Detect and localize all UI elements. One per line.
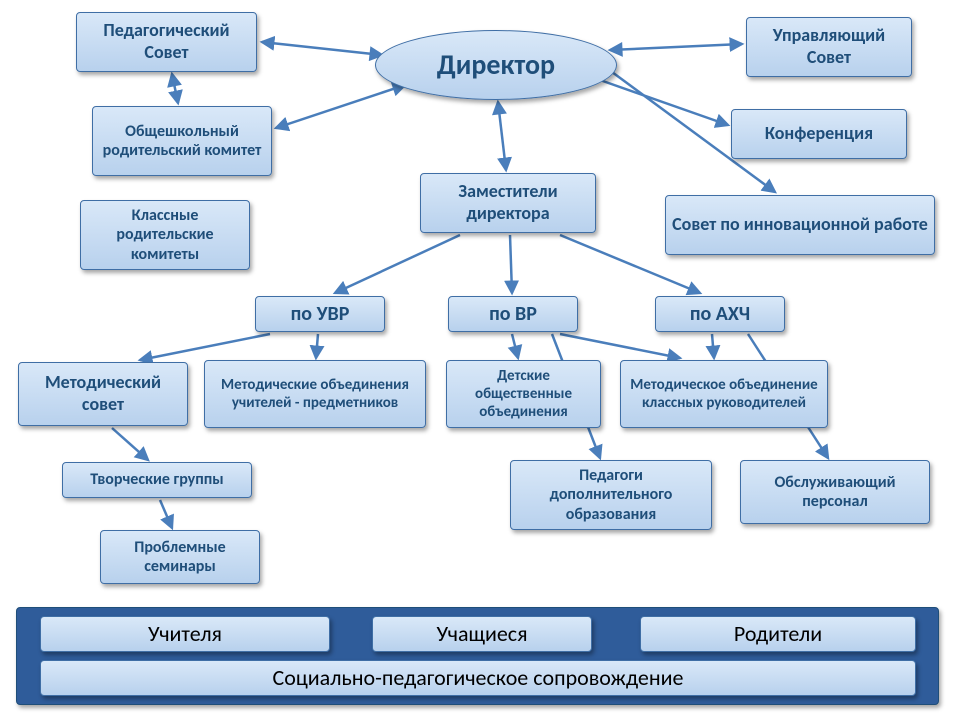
node-label: Обслуживающий персонал [747, 473, 923, 511]
node-label: Совет по инновационной работе [672, 214, 928, 236]
node-upr-sovet: Управляющий Совет [746, 17, 912, 77]
node-innov: Совет по инновационной работе [665, 195, 935, 255]
node-obsl: Обслуживающий персонал [740, 460, 930, 524]
node-det-ob: Детские общественные объединения [446, 360, 601, 428]
node-vr: по ВР [448, 296, 578, 332]
node-label: по ВР [489, 302, 537, 326]
node-ahch: по АХЧ [655, 296, 785, 332]
node-label: Педагоги дополнительного образования [517, 466, 705, 524]
node-met-sovet: Методический совет [18, 362, 188, 426]
node-label: Общешкольный родительский комитет [99, 122, 265, 160]
footer-soc: Социально-педагогическое сопровождение [40, 660, 916, 696]
footer-label: Социально-педагогическое сопровождение [273, 665, 684, 691]
node-label: по УВР [291, 302, 350, 326]
footer-label: Учащиеся [436, 621, 527, 647]
footer-label: Родители [734, 621, 822, 647]
node-zam: Заместители директора [420, 173, 596, 233]
node-label: Творческие группы [90, 470, 223, 489]
node-label: Директор [437, 48, 555, 82]
node-label: Методический совет [25, 372, 181, 415]
node-label: Детские общественные объединения [453, 367, 594, 421]
node-ped-dop: Педагоги дополнительного образования [510, 460, 712, 530]
node-klass-rod: Классные родительские комитеты [80, 200, 250, 270]
footer-uchash: Учащиеся [372, 616, 592, 652]
node-label: Заместители директора [427, 181, 589, 224]
node-label: Конференция [765, 123, 873, 145]
node-konf: Конференция [731, 109, 907, 159]
footer-label: Учителя [148, 621, 222, 647]
node-label: Управляющий Совет [753, 25, 905, 68]
node-met-ob-klass: Методическое объединение классных руково… [620, 360, 828, 428]
node-prob: Проблемные семинары [100, 530, 260, 584]
node-label: Методические объединения учителей - пред… [211, 376, 419, 412]
node-label: Проблемные семинары [107, 538, 253, 576]
node-tvor: Творческие группы [62, 462, 252, 498]
node-director: Директор [375, 30, 617, 100]
node-uvr: по УВР [255, 296, 385, 332]
node-rod-kom: Общешкольный родительский комитет [92, 106, 272, 176]
node-met-ob-uch: Методические объединения учителей - пред… [204, 360, 426, 428]
node-label: по АХЧ [690, 302, 750, 326]
footer-uchitelya: Учителя [40, 616, 330, 652]
node-label: Классные родительские комитеты [87, 206, 243, 264]
footer-roditeli: Родители [640, 616, 916, 652]
node-ped-sovet: Педагогический Совет [76, 12, 257, 72]
node-label: Педагогический Совет [83, 20, 250, 63]
node-label: Методическое объединение классных руково… [627, 376, 821, 412]
